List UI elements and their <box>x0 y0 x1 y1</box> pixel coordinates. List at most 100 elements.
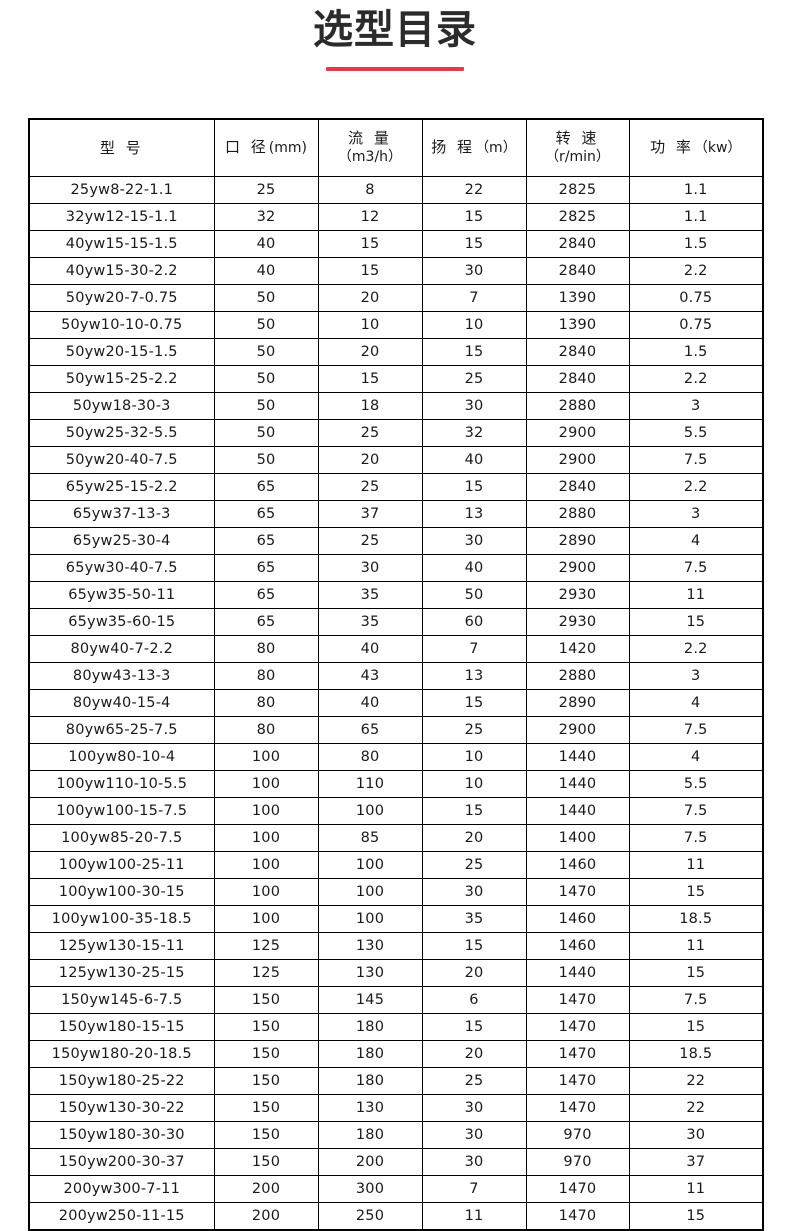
table-row: 50yw18-30-3 50 18 30 2880 3 <box>28 392 764 420</box>
cell-model: 125yw130-15-11 <box>28 932 215 960</box>
cell-flow: 300 <box>317 1175 423 1203</box>
cell-speed: 1390 <box>525 284 630 312</box>
table-row: 100yw100-15-7.5 100 100 15 1440 7.5 <box>28 797 764 825</box>
cell-bore: 50 <box>213 284 319 312</box>
cell-power: 15 <box>628 608 764 636</box>
table-row: 125yw130-15-11 125 130 15 1460 11 <box>28 932 764 960</box>
cell-speed: 1400 <box>525 824 630 852</box>
table-row: 50yw20-7-0.75 50 20 7 1390 0.75 <box>28 284 764 312</box>
cell-bore: 40 <box>213 257 319 285</box>
cell-bore: 80 <box>213 635 319 663</box>
column-header-bore-unit: (mm) <box>268 140 307 156</box>
column-header-power-label: 功 率 <box>650 138 694 156</box>
cell-model: 40yw15-15-1.5 <box>28 230 215 258</box>
cell-model: 50yw20-15-1.5 <box>28 338 215 366</box>
cell-speed: 1470 <box>525 1067 630 1095</box>
column-header-model-label: 型 号 <box>99 138 144 157</box>
cell-head: 25 <box>421 365 527 393</box>
cell-head: 30 <box>421 1121 527 1149</box>
cell-bore: 50 <box>213 419 319 447</box>
cell-head: 40 <box>421 554 527 582</box>
cell-power: 3 <box>628 392 764 420</box>
cell-model: 50yw20-7-0.75 <box>28 284 215 312</box>
table-row: 80yw43-13-3 80 43 13 2880 3 <box>28 662 764 690</box>
table-row: 65yw25-15-2.2 65 25 15 2840 2.2 <box>28 473 764 501</box>
cell-model: 150yw145-6-7.5 <box>28 986 215 1014</box>
cell-power: 7.5 <box>628 554 764 582</box>
cell-head: 25 <box>421 1067 527 1095</box>
cell-model: 50yw15-25-2.2 <box>28 365 215 393</box>
cell-speed: 2840 <box>525 338 630 366</box>
title-block: 选型目录 <box>0 0 790 71</box>
cell-bore: 80 <box>213 662 319 690</box>
cell-model: 150yw180-15-15 <box>28 1013 215 1041</box>
cell-power: 7.5 <box>628 716 764 744</box>
cell-head: 13 <box>421 662 527 690</box>
cell-flow: 25 <box>317 419 423 447</box>
cell-head: 25 <box>421 851 527 879</box>
pump-specification-table: 型 号 口 径(mm) 流 量 （m3/h） 扬 程（m） 转 速 （r/min） <box>28 118 764 1231</box>
cell-model: 65yw35-50-11 <box>28 581 215 609</box>
cell-power: 7.5 <box>628 446 764 474</box>
cell-flow: 130 <box>317 1094 423 1122</box>
cell-power: 11 <box>628 581 764 609</box>
cell-flow: 40 <box>317 689 423 717</box>
cell-head: 20 <box>421 959 527 987</box>
cell-flow: 100 <box>317 878 423 906</box>
cell-head: 15 <box>421 797 527 825</box>
cell-power: 5.5 <box>628 770 764 798</box>
cell-flow: 100 <box>317 851 423 879</box>
table-row: 150yw130-30-22 150 130 30 1470 22 <box>28 1094 764 1122</box>
cell-speed: 2840 <box>525 365 630 393</box>
cell-flow: 37 <box>317 500 423 528</box>
column-header-model: 型 号 <box>28 118 215 177</box>
cell-model: 65yw35-60-15 <box>28 608 215 636</box>
table-row: 50yw25-32-5.5 50 25 32 2900 5.5 <box>28 419 764 447</box>
cell-power: 30 <box>628 1121 764 1149</box>
cell-flow: 15 <box>317 365 423 393</box>
cell-speed: 1440 <box>525 797 630 825</box>
cell-model: 65yw25-30-4 <box>28 527 215 555</box>
cell-model: 80yw65-25-7.5 <box>28 716 215 744</box>
cell-bore: 150 <box>213 1013 319 1041</box>
cell-model: 150yw180-30-30 <box>28 1121 215 1149</box>
cell-flow: 130 <box>317 959 423 987</box>
column-header-speed-unit: （r/min） <box>545 149 610 165</box>
table-row: 100yw100-35-18.5 100 100 35 1460 18.5 <box>28 905 764 933</box>
column-header-head-label: 扬 程 <box>431 138 476 156</box>
cell-head: 15 <box>421 473 527 501</box>
cell-model: 50yw18-30-3 <box>28 392 215 420</box>
cell-head: 30 <box>421 878 527 906</box>
cell-model: 100yw110-10-5.5 <box>28 770 215 798</box>
cell-head: 35 <box>421 905 527 933</box>
cell-speed: 2880 <box>525 500 630 528</box>
cell-power: 37 <box>628 1148 764 1176</box>
cell-speed: 1470 <box>525 878 630 906</box>
cell-model: 80yw40-7-2.2 <box>28 635 215 663</box>
table-row: 200yw300-7-11 200 300 7 1470 11 <box>28 1175 764 1203</box>
table-row: 50yw20-15-1.5 50 20 15 2840 1.5 <box>28 338 764 366</box>
cell-speed: 2930 <box>525 581 630 609</box>
table-row: 65yw30-40-7.5 65 30 40 2900 7.5 <box>28 554 764 582</box>
cell-bore: 100 <box>213 770 319 798</box>
table-row: 200yw250-11-15 200 250 11 1470 15 <box>28 1202 764 1231</box>
cell-bore: 80 <box>213 716 319 744</box>
cell-head: 10 <box>421 770 527 798</box>
page-title: 选型目录 <box>313 7 477 53</box>
cell-head: 20 <box>421 1040 527 1068</box>
cell-bore: 50 <box>213 392 319 420</box>
cell-model: 65yw37-13-3 <box>28 500 215 528</box>
cell-model: 80yw40-15-4 <box>28 689 215 717</box>
cell-head: 15 <box>421 203 527 231</box>
cell-flow: 80 <box>317 743 423 771</box>
cell-speed: 970 <box>525 1121 630 1149</box>
cell-bore: 40 <box>213 230 319 258</box>
cell-head: 30 <box>421 257 527 285</box>
cell-bore: 100 <box>213 905 319 933</box>
spec-table-container: 型 号 口 径(mm) 流 量 （m3/h） 扬 程（m） 转 速 （r/min） <box>28 118 764 1231</box>
cell-power: 1.5 <box>628 230 764 258</box>
table-row: 80yw65-25-7.5 80 65 25 2900 7.5 <box>28 716 764 744</box>
cell-power: 11 <box>628 851 764 879</box>
cell-flow: 100 <box>317 797 423 825</box>
cell-speed: 2825 <box>525 203 630 231</box>
